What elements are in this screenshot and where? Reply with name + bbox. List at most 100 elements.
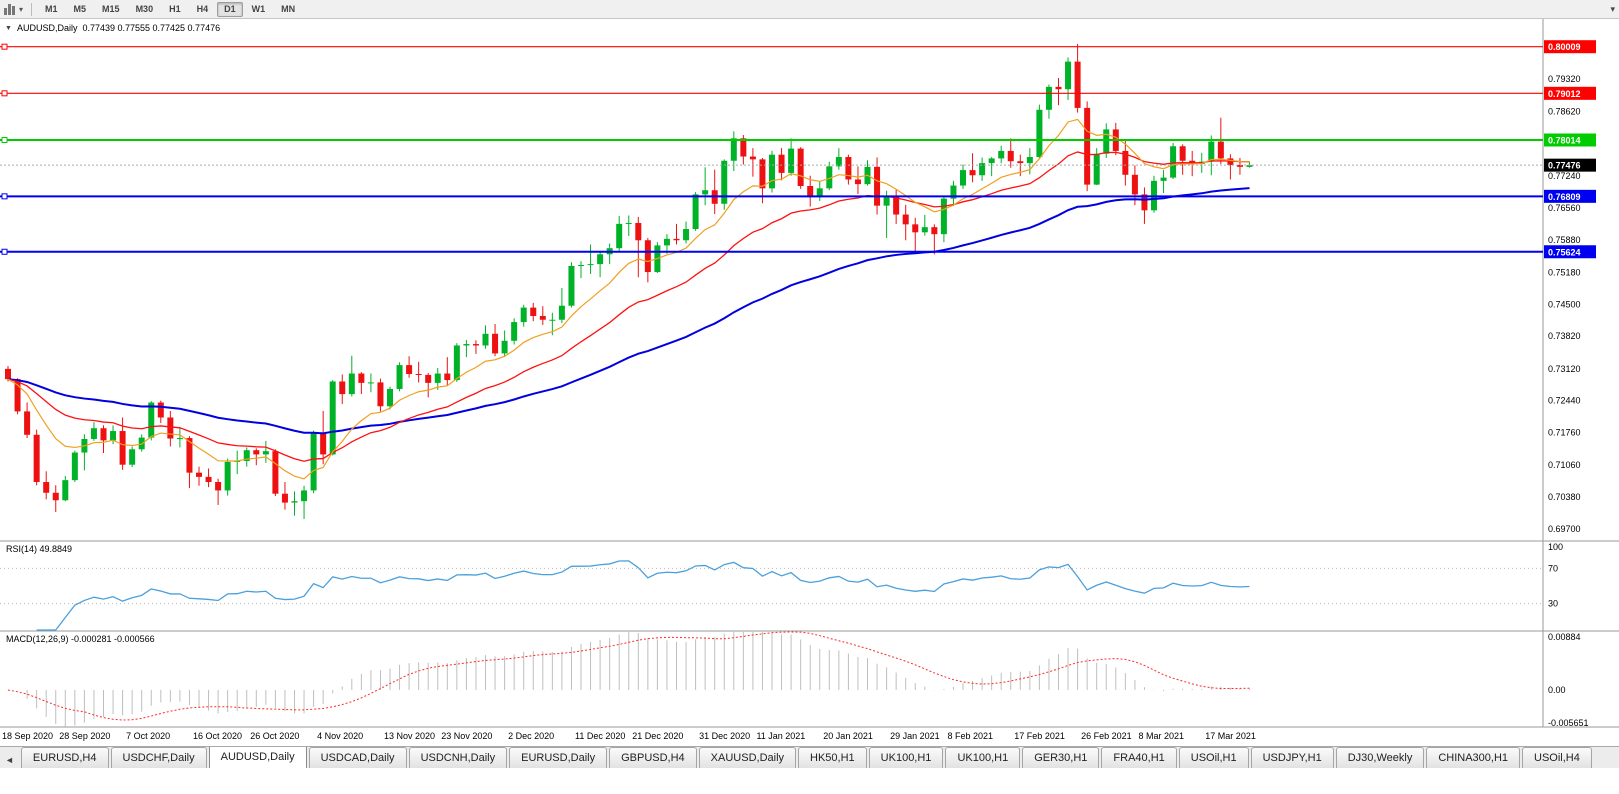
svg-text:26 Feb 2021: 26 Feb 2021 [1081, 731, 1132, 741]
timeframe-button-m30[interactable]: M30 [135, 3, 154, 14]
svg-text:0.74500: 0.74500 [1548, 299, 1581, 309]
toolbar-separator [31, 2, 33, 16]
horizontal-line[interactable] [0, 248, 1543, 255]
ma-60-line [7, 187, 1250, 435]
svg-text:0.00: 0.00 [1548, 685, 1566, 695]
svg-text:0.79320: 0.79320 [1548, 74, 1581, 84]
chart-type-icon[interactable] [4, 3, 18, 15]
chart-tab[interactable]: UK100,H1 [868, 747, 944, 768]
timeframe-button-d1[interactable]: D1 [217, 1, 243, 17]
svg-text:0.76809: 0.76809 [1548, 192, 1581, 202]
chart-tab[interactable]: GER30,H1 [1022, 747, 1100, 768]
macd-histogram [26, 632, 1250, 727]
svg-text:28 Sep 2020: 28 Sep 2020 [59, 731, 110, 741]
svg-text:0.78620: 0.78620 [1548, 107, 1581, 117]
ma-10-line [7, 118, 1250, 480]
svg-text:18 Sep 2020: 18 Sep 2020 [2, 731, 53, 741]
ma-24-line [7, 151, 1250, 462]
timeframe-button-mn[interactable]: MN [281, 3, 296, 14]
chart-tab[interactable]: FRA40,H1 [1101, 747, 1177, 768]
candlestick-series[interactable] [5, 43, 1253, 519]
price-badge: 0.76809 [1544, 189, 1596, 203]
chart-tab[interactable]: EURUSD,H4 [20, 747, 109, 768]
chart-tab[interactable]: UK100,H1 [945, 747, 1021, 768]
chevron-down-icon[interactable]: ▾ [19, 4, 24, 14]
svg-text:23 Nov 2020: 23 Nov 2020 [441, 731, 492, 741]
timeframe-button-h1[interactable]: H1 [169, 3, 181, 14]
line-handle[interactable] [1, 43, 8, 50]
svg-text:20 Jan 2021: 20 Jan 2021 [823, 731, 873, 741]
timeframe-button-w1[interactable]: W1 [251, 3, 266, 14]
line-handle[interactable] [1, 90, 8, 97]
svg-text:31 Dec 2020: 31 Dec 2020 [699, 731, 750, 741]
timeframe-toolbar: ▾ M1 M5 M15 M30 H1 H4 D1 W1 MN ▾ [0, 0, 1619, 19]
symbol-period-label: AUDUSD,Daily [16, 23, 78, 33]
price-axis[interactable]: 0.793200.786200.779400.772400.765600.758… [1548, 74, 1589, 728]
svg-text:16 Oct 2020: 16 Oct 2020 [193, 731, 242, 741]
svg-text:13 Nov 2020: 13 Nov 2020 [384, 731, 435, 741]
line-handle[interactable] [1, 193, 8, 200]
svg-text:8 Feb 2021: 8 Feb 2021 [947, 731, 993, 741]
chart-tab[interactable]: XAUUSD,Daily [698, 747, 797, 768]
svg-text:0.75624: 0.75624 [1548, 247, 1581, 257]
chart-tab[interactable]: HK50,H1 [798, 747, 867, 768]
chart-tab[interactable]: DJ30,Weekly [1335, 747, 1425, 768]
chart-tab[interactable]: AUDUSD,Daily [208, 747, 307, 768]
rsi-line [36, 560, 1250, 631]
svg-text:0.71760: 0.71760 [1548, 427, 1581, 437]
svg-text:0.71060: 0.71060 [1548, 460, 1581, 470]
chart-tab[interactable]: EURUSD,Daily [509, 747, 608, 768]
svg-text:7 Oct 2020: 7 Oct 2020 [126, 731, 170, 741]
chart-tab-bar: ◄ EURUSD,H4 USDCHF,Daily AUDUSD,Daily USDCA… [0, 746, 1619, 768]
svg-text:17 Mar 2021: 17 Mar 2021 [1205, 731, 1256, 741]
svg-text:-0.005651: -0.005651 [1548, 718, 1589, 728]
price-badge: 0.78014 [1544, 133, 1596, 147]
chart-tab[interactable]: CHINA300,H1 [1426, 747, 1521, 768]
chart-tab[interactable]: USDCAD,Daily [308, 747, 407, 768]
chart-tab[interactable]: USDJPY,H1 [1250, 747, 1334, 768]
toolbar-overflow-icon[interactable]: ▾ [1610, 3, 1615, 14]
chart-tab[interactable]: USOil,H4 [1522, 747, 1592, 768]
collapse-icon[interactable]: ▼ [5, 24, 12, 32]
rsi-indicator-label: RSI(14) 49.8849 [6, 544, 73, 554]
ohlc-readout: 0.77439 0.77555 0.77425 0.77476 [82, 23, 221, 33]
svg-text:0.00884: 0.00884 [1548, 632, 1581, 642]
svg-text:0.70380: 0.70380 [1548, 492, 1581, 502]
timeframe-button-h4[interactable]: H4 [196, 3, 209, 14]
svg-text:29 Jan 2021: 29 Jan 2021 [890, 731, 940, 741]
macd-indicator-label: MACD(12,26,9) -0.000281 -0.000566 [6, 634, 155, 644]
line-handle[interactable] [1, 248, 8, 255]
svg-text:0.75880: 0.75880 [1548, 235, 1581, 245]
chart-tab[interactable]: USOil,H1 [1178, 747, 1249, 768]
chart-tab[interactable]: GBPUSD,H4 [609, 747, 697, 768]
timeframe-button-m15[interactable]: M15 [102, 3, 120, 14]
price-badge: 0.80009 [1544, 40, 1596, 54]
price-badge: 0.77476 [1544, 158, 1596, 172]
svg-text:8 Mar 2021: 8 Mar 2021 [1138, 731, 1184, 741]
svg-text:0.78014: 0.78014 [1548, 135, 1581, 145]
macd-signal-line [7, 631, 1250, 721]
timeframe-button-m5[interactable]: M5 [73, 3, 87, 14]
horizontal-line[interactable] [0, 43, 1543, 50]
svg-text:0.77240: 0.77240 [1548, 171, 1581, 181]
chart-tab[interactable]: USDCNH,Daily [408, 747, 508, 768]
horizontal-line[interactable] [0, 193, 1543, 200]
tab-scroll-left-icon[interactable]: ◄ [5, 755, 14, 765]
svg-text:0.75180: 0.75180 [1548, 268, 1581, 278]
svg-text:0.69700: 0.69700 [1548, 524, 1581, 534]
line-handle[interactable] [1, 136, 8, 143]
horizontal-line[interactable] [0, 136, 1543, 143]
date-axis[interactable]: 18 Sep 2020 28 Sep 2020 7 Oct 2020 16 Oct 2… [2, 731, 1256, 741]
svg-text:0.79012: 0.79012 [1548, 89, 1581, 99]
svg-text:0.72440: 0.72440 [1548, 396, 1581, 406]
svg-text:0.80009: 0.80009 [1548, 42, 1581, 52]
svg-text:4 Nov 2020: 4 Nov 2020 [317, 731, 363, 741]
svg-text:0.73120: 0.73120 [1548, 364, 1581, 374]
chart-tab[interactable]: USDCHF,Daily [110, 747, 207, 768]
svg-text:11 Jan 2021: 11 Jan 2021 [756, 731, 805, 741]
horizontal-line[interactable] [0, 90, 1543, 97]
timeframe-button-m1[interactable]: M1 [45, 3, 58, 14]
svg-text:100: 100 [1548, 542, 1563, 552]
svg-text:0.76560: 0.76560 [1548, 203, 1581, 213]
